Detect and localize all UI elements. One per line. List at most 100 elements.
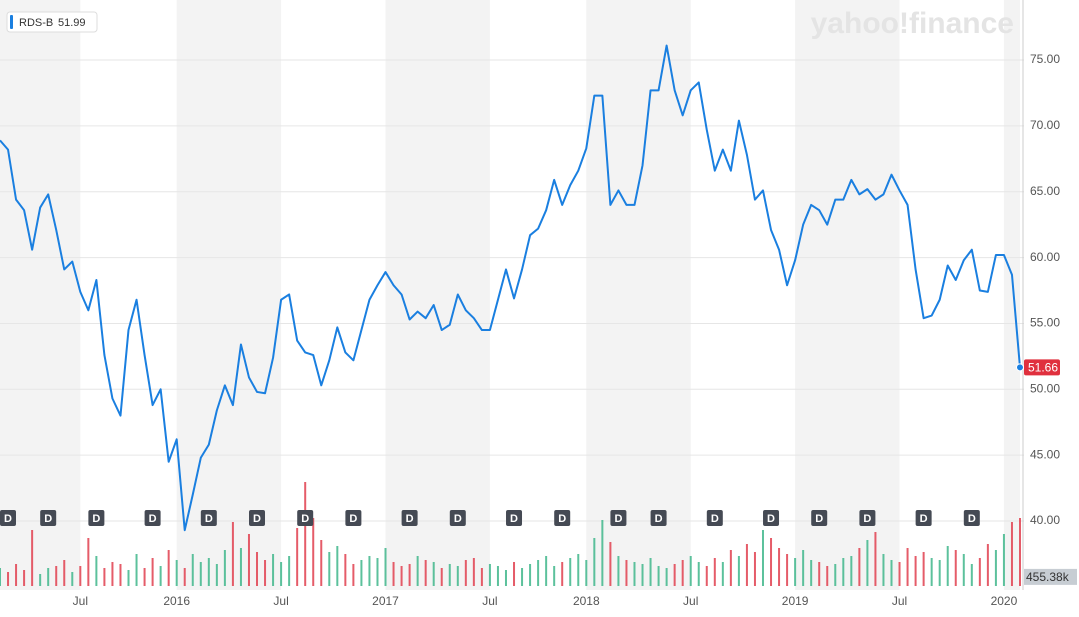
dividend-label: D bbox=[92, 513, 100, 525]
volume-bar bbox=[0, 568, 1, 586]
volume-bar bbox=[737, 556, 740, 586]
volume-bar bbox=[87, 538, 90, 586]
dividend-label: D bbox=[815, 513, 823, 525]
volume-bar bbox=[625, 560, 628, 586]
legend-value: 51.99 bbox=[58, 17, 86, 29]
volume-bar bbox=[304, 482, 307, 586]
volume-bar bbox=[986, 544, 989, 586]
dividend-label: D bbox=[711, 513, 719, 525]
legend-box bbox=[6, 11, 98, 33]
dividend-label: D bbox=[510, 513, 518, 525]
volume-bar bbox=[633, 562, 636, 586]
volume-bar bbox=[609, 542, 612, 586]
volume-bar bbox=[103, 568, 106, 586]
volume-bar bbox=[601, 520, 604, 586]
volume-bar bbox=[842, 558, 845, 586]
volume-bar bbox=[778, 548, 781, 586]
background bbox=[0, 0, 1024, 590]
volume-bar bbox=[79, 566, 82, 586]
volume-bar bbox=[472, 558, 475, 586]
volume-bar bbox=[681, 560, 684, 586]
volume-bar bbox=[753, 552, 756, 586]
volume-bar bbox=[786, 554, 789, 586]
volume-bar bbox=[529, 564, 532, 586]
x-tick-label: 2018 bbox=[573, 594, 600, 608]
volume-bar bbox=[585, 560, 588, 586]
volume-bar bbox=[649, 558, 652, 586]
volume-bar bbox=[23, 570, 26, 586]
dividend-label: D bbox=[968, 513, 976, 525]
volume-bar bbox=[95, 556, 98, 586]
volume-bar bbox=[15, 564, 18, 586]
dividend-marker bbox=[963, 510, 980, 526]
volume-bar bbox=[312, 518, 315, 586]
volume-bar bbox=[874, 532, 877, 586]
volume-bar bbox=[416, 556, 419, 586]
dividend-marker bbox=[859, 510, 876, 526]
volume-bar bbox=[39, 574, 42, 586]
volume-bar bbox=[689, 556, 692, 586]
y-tick-label: 40.00 bbox=[1030, 513, 1060, 527]
y-tick-label: 70.00 bbox=[1030, 118, 1060, 132]
volume-bar bbox=[818, 562, 821, 586]
volume-bar bbox=[858, 548, 861, 586]
dividend-marker bbox=[88, 510, 105, 526]
volume-bar bbox=[553, 566, 556, 586]
volume-bar bbox=[496, 566, 499, 586]
x-tick-label: 2016 bbox=[163, 594, 190, 608]
volume-bar bbox=[328, 552, 331, 586]
volume-bar bbox=[513, 562, 516, 586]
volume-bar bbox=[199, 562, 202, 586]
volume-bar bbox=[320, 540, 323, 586]
x-tick-label: Jul bbox=[73, 594, 88, 608]
dividend-label: D bbox=[767, 513, 775, 525]
volume-bar bbox=[344, 554, 347, 586]
volume-bar bbox=[215, 564, 218, 586]
volume-bar bbox=[577, 554, 580, 586]
volume-bar bbox=[561, 562, 564, 586]
x-tick-label: 2019 bbox=[782, 594, 809, 608]
volume-bar bbox=[488, 564, 491, 586]
volume-tag-label: 455.38k bbox=[1026, 570, 1070, 584]
volume-bar bbox=[521, 568, 524, 586]
x-tick-label: 2017 bbox=[372, 594, 399, 608]
dividend-marker bbox=[506, 510, 523, 526]
volume-bar bbox=[448, 564, 451, 586]
price-tag bbox=[1024, 359, 1060, 376]
volume-bar bbox=[745, 544, 748, 586]
dividend-label: D bbox=[863, 513, 871, 525]
dividend-marker bbox=[249, 510, 266, 526]
dividend-label: D bbox=[614, 513, 622, 525]
dividend-label: D bbox=[558, 513, 566, 525]
volume-bar bbox=[826, 566, 829, 586]
period-band bbox=[0, 0, 81, 590]
volume-bar bbox=[641, 564, 644, 586]
dividend-marker bbox=[915, 510, 932, 526]
volume-bar bbox=[537, 560, 540, 586]
volume-bar bbox=[143, 568, 146, 586]
volume-bar bbox=[1010, 522, 1013, 586]
dividend-marker bbox=[706, 510, 723, 526]
volume-bar bbox=[167, 550, 170, 586]
volume-bar bbox=[119, 564, 122, 586]
dividend-label: D bbox=[44, 513, 52, 525]
volume-bar bbox=[384, 548, 387, 586]
volume-bar bbox=[834, 564, 837, 586]
volume-bar bbox=[440, 568, 443, 586]
volume-bar bbox=[794, 558, 797, 586]
volume-bar bbox=[111, 562, 114, 586]
volume-bar bbox=[191, 554, 194, 586]
volume-bar bbox=[408, 564, 411, 586]
dividend-label: D bbox=[253, 513, 261, 525]
dividend-marker bbox=[449, 510, 466, 526]
volume-bar bbox=[264, 560, 267, 586]
period-band bbox=[176, 0, 282, 590]
volume-bar bbox=[569, 558, 572, 586]
volume-bar bbox=[71, 572, 74, 586]
volume-bar bbox=[994, 550, 997, 586]
price-line bbox=[0, 44, 1021, 532]
period-band bbox=[586, 0, 691, 590]
volume-bar bbox=[545, 556, 548, 586]
